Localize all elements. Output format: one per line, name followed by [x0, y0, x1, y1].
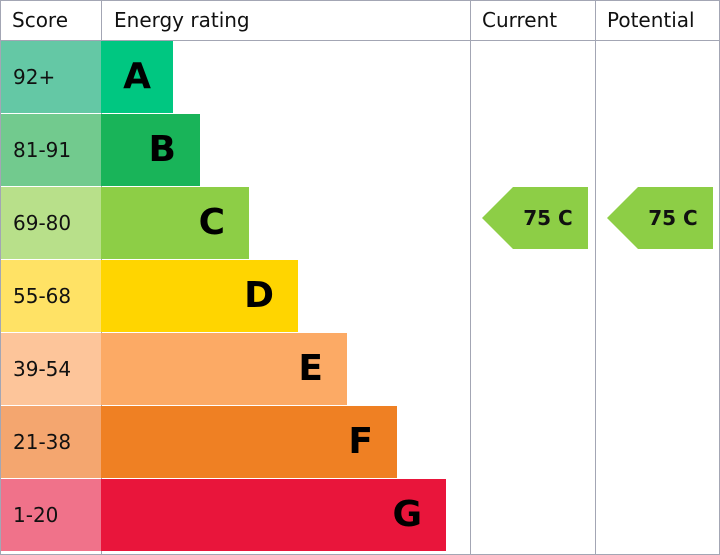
- rating-bar-b: B: [101, 114, 200, 186]
- header-divider: [0, 40, 720, 41]
- score-range-g: 1-20: [1, 479, 101, 551]
- rating-bar-g: G: [101, 479, 446, 551]
- header-potential: Potential: [607, 8, 695, 32]
- rating-bar-d: D: [101, 260, 298, 332]
- score-range-a: 92+: [1, 41, 101, 113]
- current-arrow-shape: [482, 187, 588, 249]
- current-rating-arrow: 75 C: [482, 187, 588, 249]
- rating-bar-c: C: [101, 187, 249, 259]
- score-range-e: 39-54: [1, 333, 101, 405]
- rating-bar-a: A: [101, 41, 173, 113]
- header-score: Score: [12, 8, 69, 32]
- score-range-d: 55-68: [1, 260, 101, 332]
- column-divider: [470, 0, 471, 555]
- score-range-b: 81-91: [1, 114, 101, 186]
- potential-rating-arrow: 75 C: [607, 187, 713, 249]
- score-range-f: 21-38: [1, 406, 101, 478]
- current-rating-label: 75 C: [523, 206, 573, 230]
- potential-arrow-shape: [607, 187, 713, 249]
- rating-bar-f: F: [101, 406, 397, 478]
- score-range-c: 69-80: [1, 187, 101, 259]
- header-energy-rating: Energy rating: [114, 8, 250, 32]
- potential-rating-label: 75 C: [648, 206, 698, 230]
- rating-bar-e: E: [101, 333, 347, 405]
- header-current: Current: [482, 8, 558, 32]
- column-divider: [595, 0, 596, 555]
